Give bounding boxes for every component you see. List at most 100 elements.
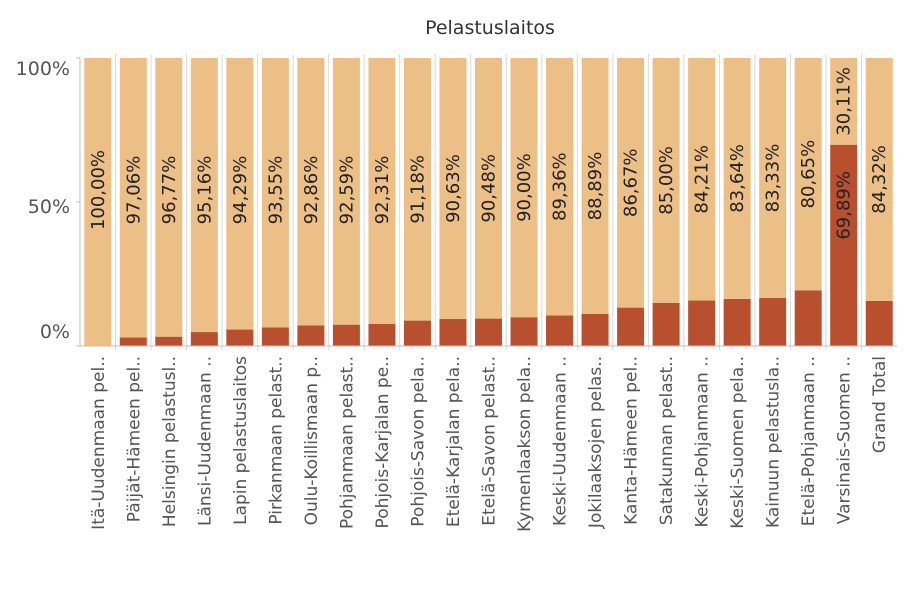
x-tick-label: Etelä-Karjalan pela.. xyxy=(444,356,464,527)
x-tick-label: Jokilaaksojen pelas.. xyxy=(586,356,606,529)
x-tick-label: Etelä-Pohjanmaan .. xyxy=(799,356,819,526)
bar-segment-top xyxy=(190,58,218,333)
x-tick-label: Keski-Pohjanmaan .. xyxy=(693,356,713,527)
bar-segment-top xyxy=(155,58,183,337)
bar-segment-bottom xyxy=(510,317,538,346)
bar-segment-bottom xyxy=(261,327,289,346)
bar-label-top: 83,33% xyxy=(763,144,784,213)
bar-label-top: 93,55% xyxy=(265,156,286,225)
x-tick-label: Pohjois-Savon pela.. xyxy=(408,356,428,527)
bar-segment-top xyxy=(617,58,645,308)
bar-labels: 100,00% 97,06% 96,77% 95,16% 94,29% 93,55% 92,… xyxy=(88,67,890,240)
bar-segment-bottom xyxy=(368,323,396,346)
y-tick-label: 100% xyxy=(16,58,70,80)
bar-segment-top xyxy=(475,58,502,319)
bar-segment-top xyxy=(403,58,431,321)
bar-label-top: 92,31% xyxy=(372,156,393,225)
bar-segment-bottom xyxy=(617,307,645,346)
bar-segment-bottom xyxy=(119,337,147,346)
bar-segment-top xyxy=(723,58,751,299)
bar-label-top: 97,06% xyxy=(123,156,144,225)
x-tick-label: Satakunnan pelast.. xyxy=(657,356,677,525)
bar-segment-bottom xyxy=(403,320,431,346)
x-tick-label: Oulu-Koillismaan p.. xyxy=(302,356,322,525)
bar-segment-top xyxy=(119,58,147,338)
bar-segment-top xyxy=(546,58,574,316)
bar-label-top: 100,00% xyxy=(88,150,109,230)
bar-label-top: 83,64% xyxy=(727,144,748,213)
bar-segment-top xyxy=(332,58,360,325)
bar-segment-top xyxy=(226,58,254,330)
x-tick-label: Keski-Uudenmaan .. xyxy=(551,356,571,526)
bar-segment-bottom xyxy=(475,318,502,346)
bar-segment-bottom xyxy=(226,329,254,346)
bar-segment-bottom xyxy=(723,298,751,346)
bar-segment-top xyxy=(830,58,858,145)
bar-label-top: 89,36% xyxy=(550,152,571,221)
x-tick-label: Kainuun pelastusla.. xyxy=(764,356,784,528)
x-tick-label: Varsinais-Suomen .. xyxy=(835,356,855,524)
x-tick-label: Päijät-Hämeen pel.. xyxy=(124,356,144,522)
x-tick-label: Kymenlaakson pela.. xyxy=(515,356,535,532)
bar-label-top: 86,67% xyxy=(621,148,642,217)
bar-label-top: 90,00% xyxy=(514,153,535,222)
bars xyxy=(84,54,893,350)
bar-segment-bottom xyxy=(581,314,609,346)
x-tick-label: Grand Total xyxy=(870,356,890,453)
bar-segment-top xyxy=(510,58,538,318)
bar-segment-bottom xyxy=(830,144,858,346)
bar-segment-bottom xyxy=(865,300,893,346)
x-tick-label: Pirkanmaan pelast.. xyxy=(266,356,286,525)
chart-title: Pelastuslaitos xyxy=(425,17,555,39)
x-axis: Itä-Uudenmaan pel.. Päijät-Hämeen pel.. He… xyxy=(80,345,897,532)
y-tick-label: 50% xyxy=(28,196,70,218)
bar-label-top: 30,11% xyxy=(834,67,855,136)
bar-segment-bottom xyxy=(297,325,325,346)
bar-label-top: 88,89% xyxy=(585,152,606,221)
bar-label-top: 84,32% xyxy=(869,145,890,214)
bar-segment-bottom xyxy=(759,297,787,346)
bar-segment-bottom xyxy=(439,319,467,346)
bar-label-top: 90,48% xyxy=(479,154,500,223)
bar-segment-top xyxy=(652,58,680,303)
x-tick-label: Pohjois-Karjalan pe.. xyxy=(373,356,393,528)
bar-segment-top xyxy=(297,58,325,326)
bar-segment-top xyxy=(865,58,893,301)
bar-segment-top xyxy=(439,58,467,320)
bar-segment-bottom xyxy=(190,332,218,346)
x-tick-label: Kanta-Hämeen pel.. xyxy=(622,356,642,525)
bar-label-top: 80,65% xyxy=(798,140,819,209)
bar-segment-top xyxy=(84,58,112,346)
bar-segment-top xyxy=(759,58,787,298)
y-tick-label: 0% xyxy=(40,321,70,343)
bar-label-top: 96,77% xyxy=(159,156,180,225)
bar-segment-bottom xyxy=(546,315,574,346)
bar-label-top: 94,29% xyxy=(230,156,251,225)
bar-segment-top xyxy=(581,58,609,315)
bar-segment-top xyxy=(688,58,716,301)
bar-label-top: 85,00% xyxy=(656,146,677,215)
x-tick-label: Lapin pelastuslaitos xyxy=(231,356,251,525)
x-tick-label: Helsingin pelastusl.. xyxy=(160,356,180,527)
y-axis: 0% 50% 100% xyxy=(16,57,81,347)
x-tick-label: Länsi-Uudenmaan .. xyxy=(195,356,215,526)
x-tick-label: Etelä-Savon pelast.. xyxy=(480,356,500,526)
bar-label-top: 90,63% xyxy=(443,154,464,223)
bar-segment-top xyxy=(368,58,396,324)
bar-label-top: 95,16% xyxy=(194,156,215,225)
bar-segment-top xyxy=(794,58,822,291)
bar-label-top: 91,18% xyxy=(407,155,428,224)
bar-segment-top xyxy=(261,58,289,328)
bar-label-top: 92,86% xyxy=(301,156,322,225)
x-tick-label: Keski-Suomen pela.. xyxy=(728,356,748,529)
bar-label-bottom: 69,89% xyxy=(834,171,855,240)
x-tick-label: Pohjanmaan pelast.. xyxy=(337,356,357,529)
bar-segment-bottom xyxy=(332,324,360,346)
bar-segment-bottom xyxy=(652,302,680,346)
x-tick-label: Itä-Uudenmaan pel.. xyxy=(89,356,109,530)
bar-segment-bottom xyxy=(155,336,183,346)
bar-label-top: 84,21% xyxy=(692,145,713,214)
bar-segment-bottom xyxy=(688,300,716,346)
bar-segment-bottom xyxy=(794,290,822,346)
